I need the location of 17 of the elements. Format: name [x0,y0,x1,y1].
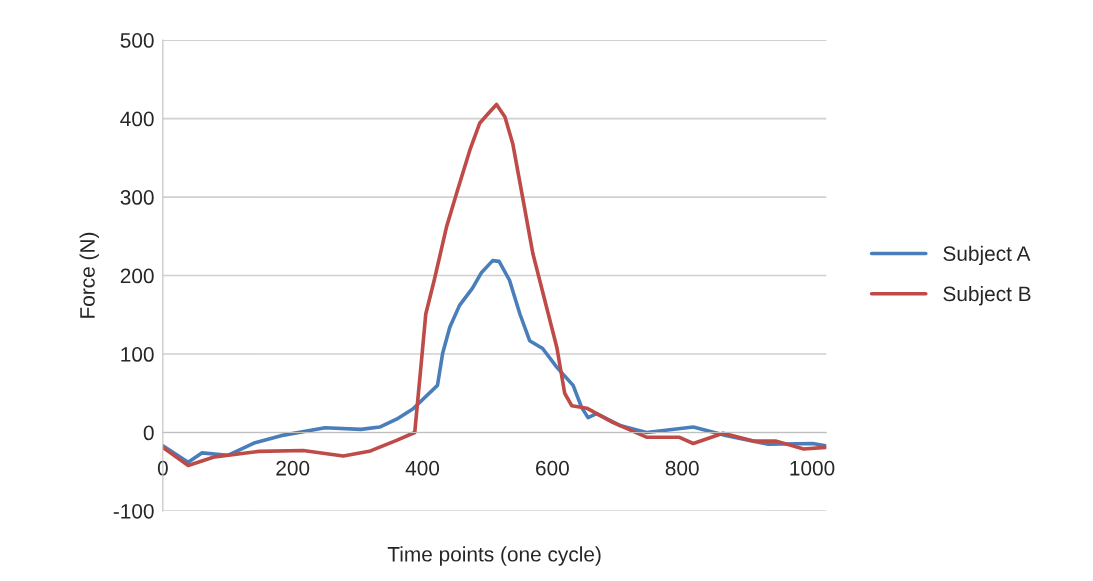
x-tick-label: 200 [276,460,310,476]
y-tick-label: 500 [120,33,154,48]
y-tick-label: 100 [121,347,154,362]
x-tick-label: 600 [536,460,569,476]
x-tick-label: 800 [665,460,699,476]
x-tick-label: 400 [405,460,440,476]
y-axis-title: Force (N) [79,232,99,318]
y-tick-label: 300 [120,190,154,205]
y-tick-label: -100 [113,503,154,519]
y-tick-label: 400 [120,111,154,127]
x-tick-label: 0 [157,460,168,476]
x-axis-title: Time points (one cycle) [387,546,601,566]
y-tick-label: 200 [120,268,154,284]
legend-label: Subject A [943,245,1031,266]
legend-label: Subject B [943,285,1031,306]
y-tick-label: 0 [143,425,154,441]
x-tick-label: 1000 [790,460,835,476]
